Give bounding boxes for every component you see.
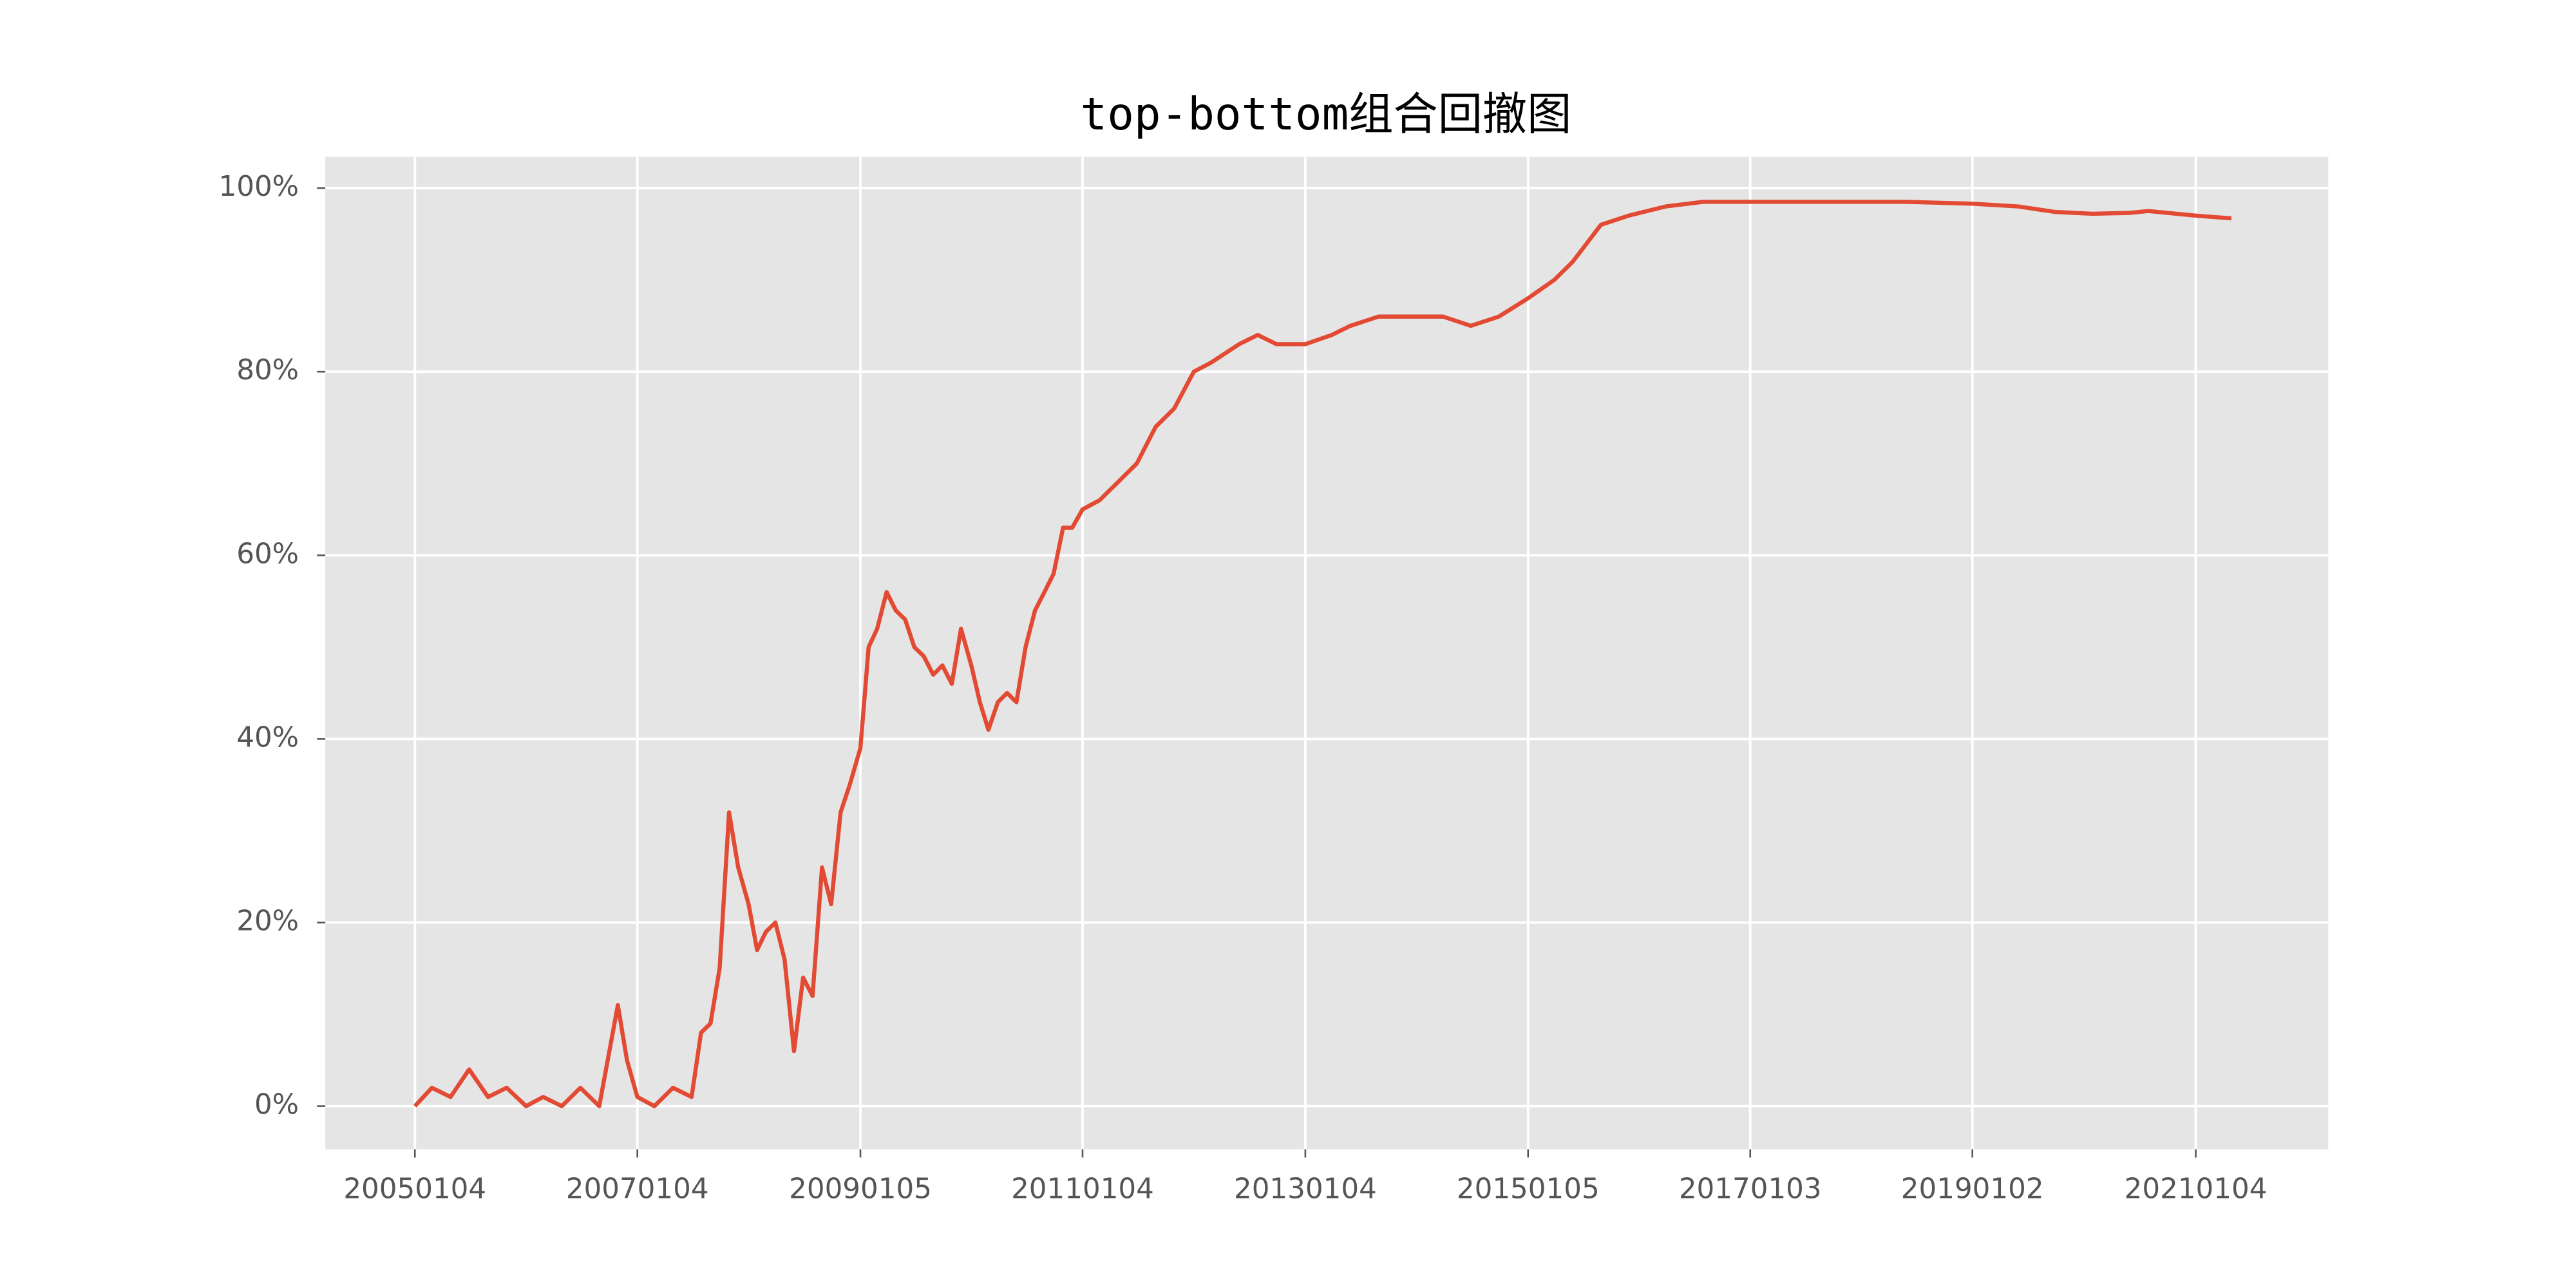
y-tick-label: 80% <box>236 354 299 386</box>
line-series <box>413 200 2232 1108</box>
x-tick-label: 20070104 <box>566 1173 709 1206</box>
y-tick-label: 0% <box>254 1089 299 1121</box>
y-tick-label: 60% <box>236 538 299 570</box>
y-tick-label: 20% <box>236 905 299 938</box>
x-tick-label: 20130104 <box>1234 1173 1377 1206</box>
x-tick-label: 20170103 <box>1679 1173 1822 1206</box>
chart-title: top-bottom组合回撤图 <box>1081 89 1572 140</box>
y-tick-label: 40% <box>236 721 299 753</box>
x-tick-label: 20150105 <box>1457 1173 1600 1206</box>
x-tick-label: 20090105 <box>789 1173 932 1206</box>
x-tick-label: 20050104 <box>343 1173 486 1206</box>
plot-area <box>325 156 2329 1150</box>
x-tick-label: 20190102 <box>1901 1173 2044 1206</box>
y-tick-label: 100% <box>219 171 299 203</box>
x-tick-label: 20210104 <box>2125 1173 2268 1206</box>
x-tick-label: 20110104 <box>1011 1173 1154 1206</box>
